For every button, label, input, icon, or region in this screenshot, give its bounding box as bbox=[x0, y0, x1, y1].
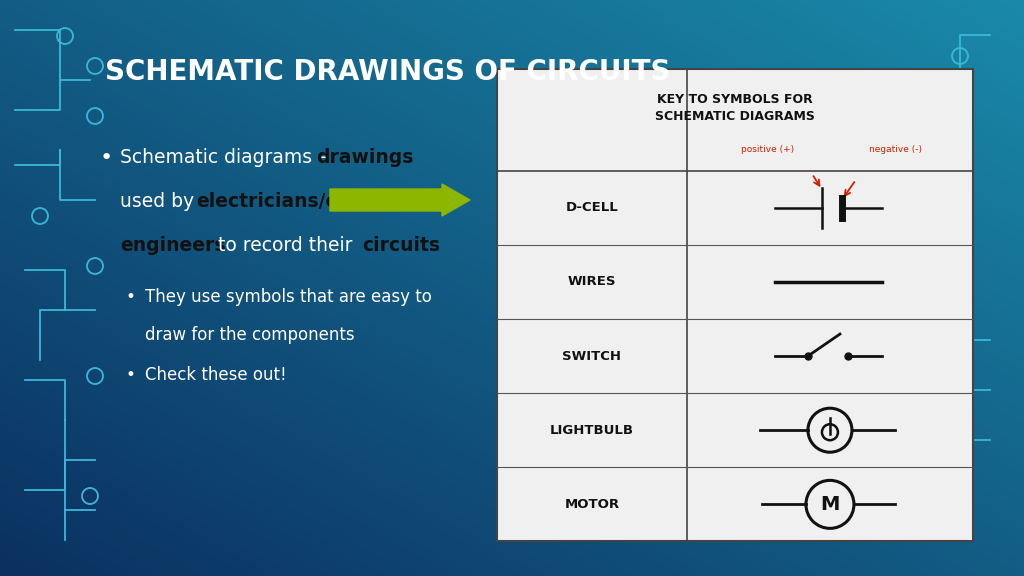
Text: circuits: circuits bbox=[362, 236, 440, 255]
Text: They use symbols that are easy to: They use symbols that are easy to bbox=[145, 288, 432, 306]
Text: SCHEMATIC DRAWINGS OF CIRCUITS: SCHEMATIC DRAWINGS OF CIRCUITS bbox=[105, 58, 671, 86]
Text: M: M bbox=[820, 495, 840, 514]
Text: to record their: to record their bbox=[212, 236, 358, 255]
Text: LIGHTBULB: LIGHTBULB bbox=[550, 424, 634, 437]
Text: Check these out!: Check these out! bbox=[145, 366, 287, 384]
Text: drawings: drawings bbox=[316, 148, 414, 167]
Text: draw for the components: draw for the components bbox=[145, 326, 354, 344]
Text: KEY TO SYMBOLS FOR
SCHEMATIC DIAGRAMS: KEY TO SYMBOLS FOR SCHEMATIC DIAGRAMS bbox=[654, 93, 815, 123]
Text: used by: used by bbox=[120, 192, 200, 211]
Text: SWITCH: SWITCH bbox=[562, 350, 622, 362]
Text: D-CELL: D-CELL bbox=[565, 201, 618, 214]
Text: •: • bbox=[100, 148, 114, 168]
Text: electricians/electrical: electricians/electrical bbox=[196, 192, 424, 211]
FancyArrow shape bbox=[330, 184, 470, 216]
Text: negative (-): negative (-) bbox=[869, 145, 923, 154]
Text: WIRES: WIRES bbox=[567, 275, 616, 289]
Text: •: • bbox=[125, 366, 135, 384]
Text: MOTOR: MOTOR bbox=[564, 498, 620, 511]
Text: Schematic diagrams –: Schematic diagrams – bbox=[120, 148, 334, 167]
Text: •: • bbox=[125, 288, 135, 306]
Bar bbox=[497, 69, 973, 541]
Text: positive (+): positive (+) bbox=[740, 145, 794, 154]
Text: engineers: engineers bbox=[120, 236, 225, 255]
